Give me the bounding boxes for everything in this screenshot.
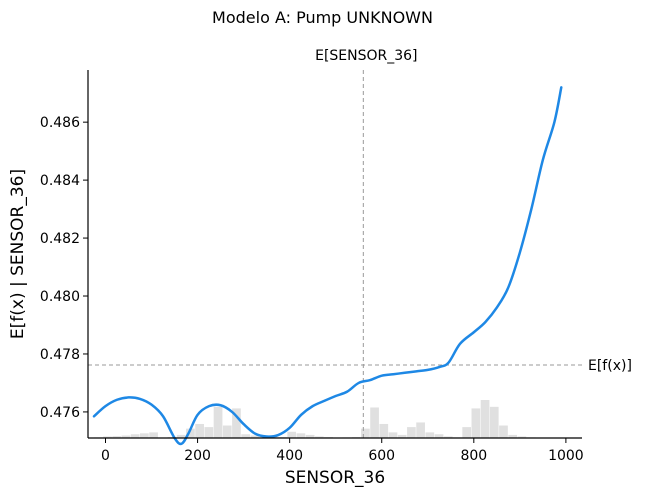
histogram-bar bbox=[379, 423, 389, 438]
y-axis-label: E[f(x) | SENSOR_36] bbox=[8, 169, 28, 339]
histogram-bar bbox=[204, 427, 214, 438]
histogram-bar bbox=[489, 406, 499, 438]
expected-fx-label: E[f(x)] bbox=[588, 358, 632, 374]
histogram bbox=[93, 400, 536, 438]
histogram-bar bbox=[388, 432, 398, 438]
histogram-bar bbox=[443, 436, 453, 438]
histogram-bar bbox=[305, 434, 315, 438]
histogram-bar bbox=[149, 432, 158, 438]
histogram-bar bbox=[121, 435, 131, 438]
histogram-bar bbox=[314, 436, 324, 438]
x-tick-label: 200 bbox=[184, 448, 211, 464]
histogram-bar bbox=[232, 408, 241, 438]
histogram-bar bbox=[287, 431, 297, 438]
histogram-bar bbox=[130, 434, 140, 438]
histogram-bar bbox=[241, 434, 251, 438]
histogram-bar bbox=[462, 427, 472, 438]
histogram-bar bbox=[370, 407, 379, 438]
y-tick-label: 0.478 bbox=[40, 347, 80, 363]
x-tick-label: 800 bbox=[460, 448, 487, 464]
histogram-bar bbox=[361, 428, 370, 438]
x-axis-ticks: 0 200 400 600 800 1000 bbox=[101, 438, 584, 464]
histogram-bar bbox=[296, 433, 306, 438]
histogram-bar bbox=[140, 433, 149, 438]
histogram-bar bbox=[103, 436, 112, 438]
x-tick-label: 600 bbox=[368, 448, 395, 464]
histogram-bar bbox=[499, 425, 508, 438]
histogram-bar bbox=[407, 427, 416, 438]
y-tick-label: 0.480 bbox=[40, 289, 80, 305]
dependence-curve bbox=[92, 86, 563, 446]
histogram-bar bbox=[397, 434, 407, 438]
histogram-bar bbox=[471, 408, 481, 438]
y-tick-label: 0.484 bbox=[40, 173, 80, 189]
y-tick-label: 0.482 bbox=[40, 231, 80, 247]
histogram-bar bbox=[250, 435, 260, 438]
histogram-bar bbox=[176, 434, 186, 438]
histogram-bar bbox=[416, 422, 425, 438]
histogram-bar bbox=[222, 425, 232, 438]
x-tick-label: 0 bbox=[101, 448, 110, 464]
expected-x-label: E[SENSOR_36] bbox=[315, 48, 417, 64]
histogram-bar bbox=[195, 423, 204, 438]
x-tick-label: 400 bbox=[276, 448, 303, 464]
histogram-bar bbox=[186, 428, 195, 438]
y-tick-label: 0.476 bbox=[40, 405, 80, 421]
histogram-bar bbox=[508, 434, 518, 438]
y-axis-ticks: 0.476 0.478 0.480 0.482 0.484 0.486 bbox=[40, 115, 88, 421]
histogram-bar bbox=[480, 400, 490, 438]
histogram-bar bbox=[434, 434, 444, 438]
y-tick-label: 0.486 bbox=[40, 115, 80, 131]
histogram-bar bbox=[425, 432, 435, 438]
x-axis-label: SENSOR_36 bbox=[285, 468, 385, 488]
histogram-bar bbox=[112, 436, 122, 438]
histogram-bar bbox=[517, 436, 527, 438]
histogram-bar bbox=[213, 406, 223, 438]
x-tick-label: 1000 bbox=[548, 448, 584, 464]
figure-title: Modelo A: Pump UNKNOWN bbox=[212, 8, 433, 27]
